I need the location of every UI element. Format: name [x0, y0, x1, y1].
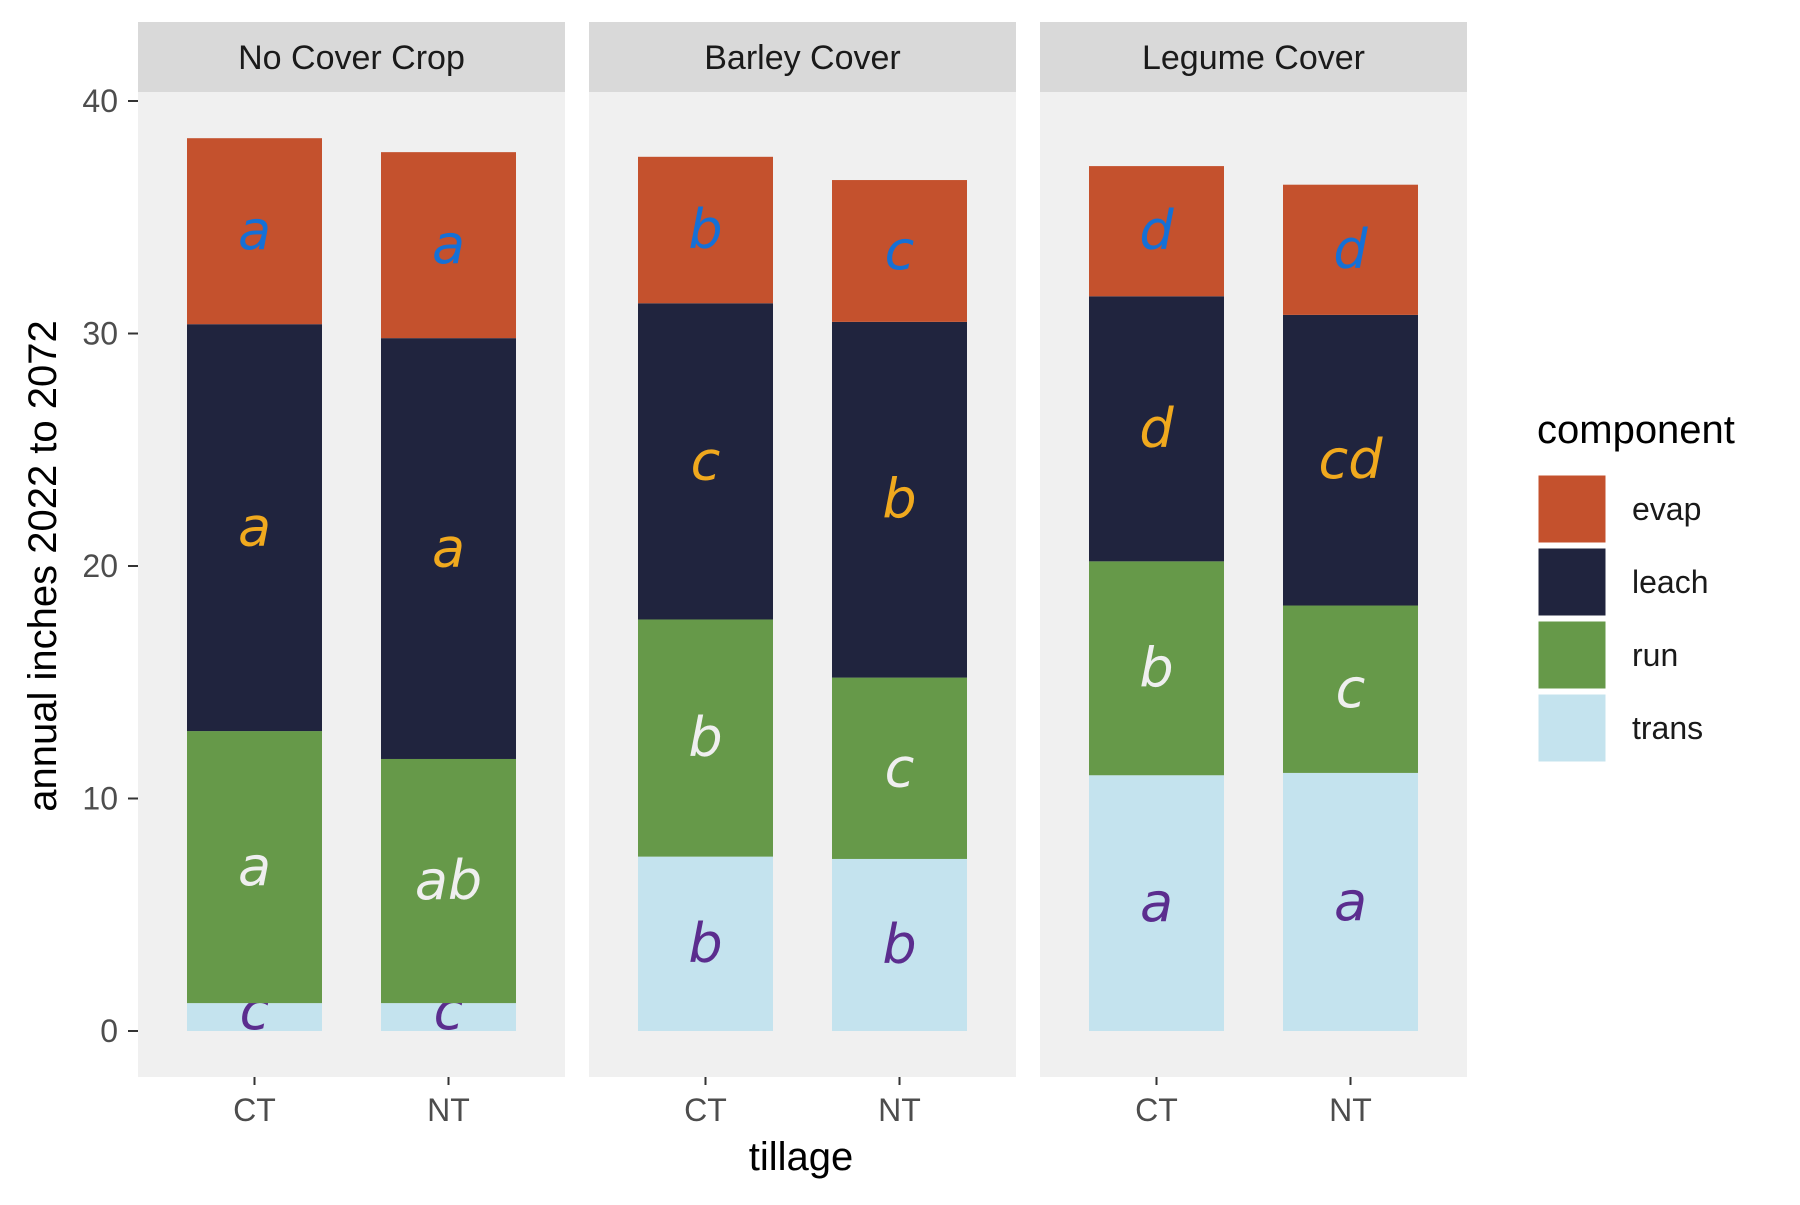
significance-letter: b	[1139, 636, 1173, 699]
legend-title: component	[1537, 408, 1735, 452]
y-tick-label: 10	[82, 781, 118, 817]
bar-segment-trans	[1089, 775, 1224, 1031]
legend-label-trans: trans	[1632, 710, 1703, 746]
bar-segment-run	[1089, 561, 1224, 776]
bar-segment-leach	[1283, 314, 1418, 606]
significance-letter: b	[688, 198, 722, 261]
significance-letter: ab	[415, 849, 482, 912]
bar-segment-leach	[187, 324, 322, 732]
significance-letter: b	[688, 912, 722, 975]
legend-swatch-trans	[1535, 691, 1609, 765]
bar-segment-run	[381, 758, 516, 1004]
y-tick-label: 0	[100, 1013, 118, 1049]
x-tick-label: NT	[878, 1092, 921, 1128]
significance-letter: a	[238, 199, 271, 262]
legend-label-leach: leach	[1632, 564, 1709, 600]
panel-strip-label: Barley Cover	[704, 39, 901, 77]
significance-letter: a	[1334, 870, 1367, 933]
panel-strip-label: Legume Cover	[1142, 39, 1365, 77]
panel-strip	[138, 22, 565, 92]
bar-segment-leach	[832, 321, 967, 678]
legend-swatch-run	[1535, 618, 1609, 692]
significance-letter: c	[885, 219, 915, 282]
bar-segment-trans	[187, 1003, 322, 1031]
significance-letter: c	[1336, 657, 1366, 720]
bar-segment-run	[832, 677, 967, 859]
bar-segment-trans	[832, 858, 967, 1031]
bar-segment-leach	[1089, 296, 1224, 562]
significance-letter: b	[882, 468, 916, 531]
y-tick-label: 40	[82, 83, 118, 119]
significance-letter: b	[882, 913, 916, 976]
y-axis-title: annual inches 2022 to 2072	[21, 320, 65, 812]
significance-letter: a	[238, 496, 271, 559]
legend-label-run: run	[1632, 637, 1678, 673]
bar-segment-run	[638, 619, 773, 857]
significance-letter: d	[1139, 199, 1174, 262]
legend-label-evap: evap	[1632, 491, 1701, 527]
significance-letter: d	[1139, 397, 1174, 460]
bar-segment-leach	[638, 303, 773, 620]
bar-segment-trans	[1283, 772, 1418, 1031]
significance-letter: c	[885, 736, 915, 799]
significance-letter: a	[1140, 871, 1173, 934]
significance-letter: c	[691, 429, 721, 492]
significance-letter: d	[1333, 218, 1368, 281]
significance-letter: a	[432, 517, 465, 580]
x-tick-label: CT	[684, 1092, 727, 1128]
x-tick-label: CT	[1135, 1092, 1178, 1128]
y-tick-label: 30	[82, 316, 118, 352]
panel-strip	[589, 22, 1016, 92]
bar-segment-leach	[381, 338, 516, 759]
significance-letter: cd	[1319, 428, 1384, 491]
significance-letter: a	[238, 835, 271, 898]
bar-segment-evap	[1089, 166, 1224, 297]
panel-strip	[1040, 22, 1467, 92]
legend-swatch-leach	[1535, 545, 1609, 619]
bar-segment-trans	[381, 1003, 516, 1031]
significance-letter: a	[432, 213, 465, 276]
bar-segment-evap	[832, 180, 967, 322]
x-tick-label: NT	[427, 1092, 470, 1128]
x-tick-label: NT	[1329, 1092, 1372, 1128]
bar-segment-trans	[638, 856, 773, 1031]
y-tick-label: 20	[82, 548, 118, 584]
bar-segment-evap	[1283, 184, 1418, 315]
legend-swatch-evap	[1535, 472, 1609, 546]
bar-segment-run	[1283, 605, 1418, 773]
bar-segment-evap	[381, 152, 516, 339]
bar-segment-run	[187, 731, 322, 1004]
significance-letter: b	[688, 706, 722, 769]
x-tick-label: CT	[233, 1092, 276, 1128]
panel-strip-label: No Cover Crop	[238, 39, 465, 77]
x-axis-title: tillage	[749, 1135, 854, 1179]
bar-segment-evap	[187, 138, 322, 325]
bar-segment-evap	[638, 156, 773, 304]
